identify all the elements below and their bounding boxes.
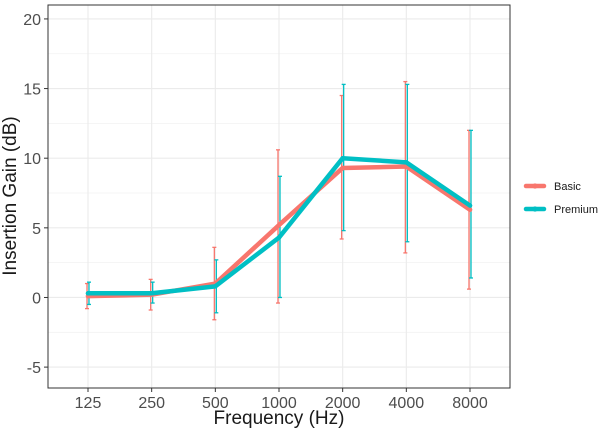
legend-key-point: [532, 206, 538, 212]
x-axis-title: Frequency (Hz): [214, 408, 345, 429]
data-point-premium: [85, 291, 91, 296]
y-tick-label: 20: [23, 12, 41, 29]
x-tick-label: 125: [75, 395, 102, 412]
x-tick-label: 4000: [389, 395, 425, 412]
data-point-premium: [404, 160, 409, 165]
grid-layer: [48, 5, 510, 388]
data-point-basic: [340, 165, 345, 171]
data-point-premium: [213, 284, 218, 289]
y-tick-label: 0: [32, 290, 41, 307]
legend-label-premium: Premium: [554, 204, 598, 216]
y-tick-label: 15: [23, 82, 41, 99]
y-tick-label: 5: [32, 221, 41, 238]
legend: Basic Premium: [523, 181, 598, 216]
data-point-basic: [467, 207, 473, 212]
x-tick-label: 1000: [261, 395, 297, 412]
data-point-premium: [276, 235, 282, 240]
axis-layer: -5 0 5 10 15 20 125 250 500 1000 2000 4000 8000: [23, 12, 488, 412]
data-point-premium: [149, 291, 154, 296]
y-axis-title: Insertion Gain (dB): [0, 116, 21, 275]
x-tick-label: 2000: [325, 395, 361, 412]
x-tick-label: 8000: [452, 395, 488, 412]
legend-label-basic: Basic: [554, 181, 581, 193]
x-tick-label: 500: [202, 395, 229, 412]
y-tick-label: -5: [27, 360, 41, 377]
y-tick-label: 10: [23, 151, 41, 168]
line-layer: [85, 155, 473, 299]
data-point-basic: [276, 222, 282, 228]
x-tick-label: 250: [138, 395, 165, 412]
data-point-premium: [467, 203, 473, 208]
data-point-premium: [340, 156, 345, 161]
legend-key-point: [532, 183, 538, 189]
